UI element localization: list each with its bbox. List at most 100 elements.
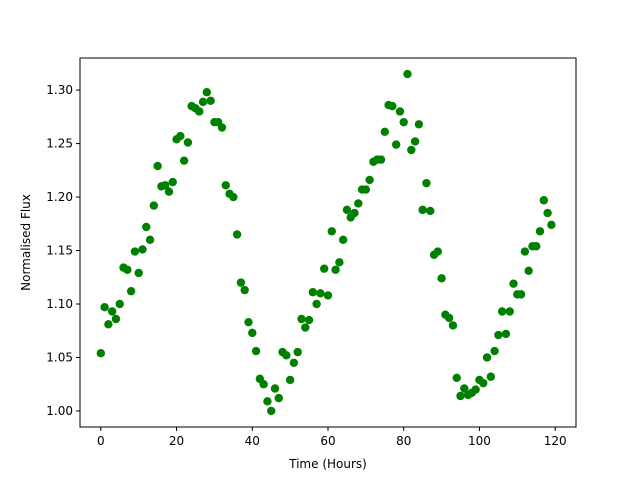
data-point: [316, 289, 325, 298]
data-point: [138, 245, 147, 254]
data-point: [407, 145, 416, 155]
data-point: [376, 155, 386, 164]
x-tick-label: 120: [544, 434, 567, 448]
data-point: [505, 307, 514, 316]
x-tick-label: 100: [468, 434, 491, 448]
data-point: [134, 268, 143, 278]
data-point: [422, 178, 431, 188]
data-point: [399, 117, 408, 127]
y-tick-label: 1.15: [46, 244, 73, 258]
data-point: [520, 247, 530, 256]
data-point: [323, 291, 333, 300]
data-point: [471, 385, 480, 394]
data-point: [229, 192, 238, 202]
data-point: [96, 349, 106, 358]
data-point: [460, 384, 469, 393]
data-point: [543, 208, 552, 218]
x-tick-label: 0: [97, 434, 105, 448]
data-point: [232, 230, 242, 239]
data-point: [123, 265, 132, 274]
data-point: [433, 247, 442, 256]
data-point: [111, 314, 121, 324]
y-tick-label: 1.30: [46, 83, 73, 97]
data-point: [414, 120, 424, 129]
y-tick-label: 1.25: [46, 137, 73, 151]
data-point: [479, 378, 488, 388]
data-point: [437, 274, 446, 283]
x-tick-label: 20: [169, 434, 184, 448]
data-point: [535, 227, 545, 236]
data-point: [107, 307, 117, 316]
data-point: [282, 351, 291, 360]
data-point: [426, 206, 435, 216]
y-tick-label: 1.20: [46, 190, 73, 204]
data-point: [259, 380, 268, 389]
data-point: [486, 372, 496, 381]
data-points: [96, 69, 556, 416]
data-point: [221, 181, 230, 190]
data-point: [179, 156, 189, 165]
y-tick-label: 1.00: [46, 404, 73, 418]
x-tick-label: 60: [320, 434, 335, 448]
data-point: [198, 97, 208, 107]
data-point: [524, 266, 533, 276]
data-point: [168, 177, 177, 187]
x-tick-label: 80: [396, 434, 411, 448]
data-point: [509, 279, 518, 288]
data-point: [490, 346, 499, 356]
data-point: [388, 101, 397, 111]
data-point: [456, 391, 465, 401]
data-point: [532, 242, 541, 251]
data-point: [142, 222, 151, 232]
data-point: [183, 138, 193, 147]
data-point: [342, 205, 352, 215]
data-point: [160, 181, 170, 190]
data-point: [335, 258, 344, 267]
data-point: [149, 201, 159, 210]
data-point: [100, 303, 109, 312]
data-point: [516, 290, 526, 299]
data-point: [236, 278, 246, 287]
data-point: [410, 137, 420, 146]
data-point: [206, 96, 215, 105]
data-point: [501, 329, 511, 339]
data-point: [164, 187, 174, 196]
data-point: [115, 299, 124, 309]
x-axis-label: Time (Hours): [288, 457, 367, 471]
data-point: [104, 320, 113, 329]
data-point: [403, 69, 412, 79]
data-point: [452, 373, 461, 382]
data-point: [244, 317, 253, 327]
data-point: [350, 208, 359, 218]
data-point: [297, 314, 306, 324]
data-point: [248, 328, 257, 338]
y-tick-label: 1.05: [46, 350, 73, 364]
data-point: [312, 299, 321, 309]
data-point: [270, 384, 280, 393]
data-point: [395, 107, 405, 116]
data-point: [331, 265, 340, 274]
data-point: [301, 323, 310, 332]
data-point: [308, 288, 318, 297]
data-point: [293, 347, 302, 357]
data-point: [547, 220, 556, 230]
data-point: [251, 346, 261, 356]
data-point: [327, 227, 336, 236]
y-axis-ticks: 1.00 1.05 1.10 1.15 1.20 1.25 1.30: [46, 83, 80, 418]
data-point: [539, 196, 549, 205]
data-point: [217, 123, 227, 132]
data-point: [130, 247, 140, 256]
data-point: [448, 321, 458, 330]
data-point: [482, 353, 492, 362]
data-point: [338, 235, 348, 245]
data-point: [267, 406, 276, 416]
data-point: [153, 161, 162, 171]
data-point: [145, 235, 155, 245]
x-tick-label: 40: [245, 434, 260, 448]
data-point: [285, 375, 295, 385]
data-point: [195, 107, 204, 116]
data-point: [497, 307, 507, 316]
data-point: [391, 140, 401, 149]
